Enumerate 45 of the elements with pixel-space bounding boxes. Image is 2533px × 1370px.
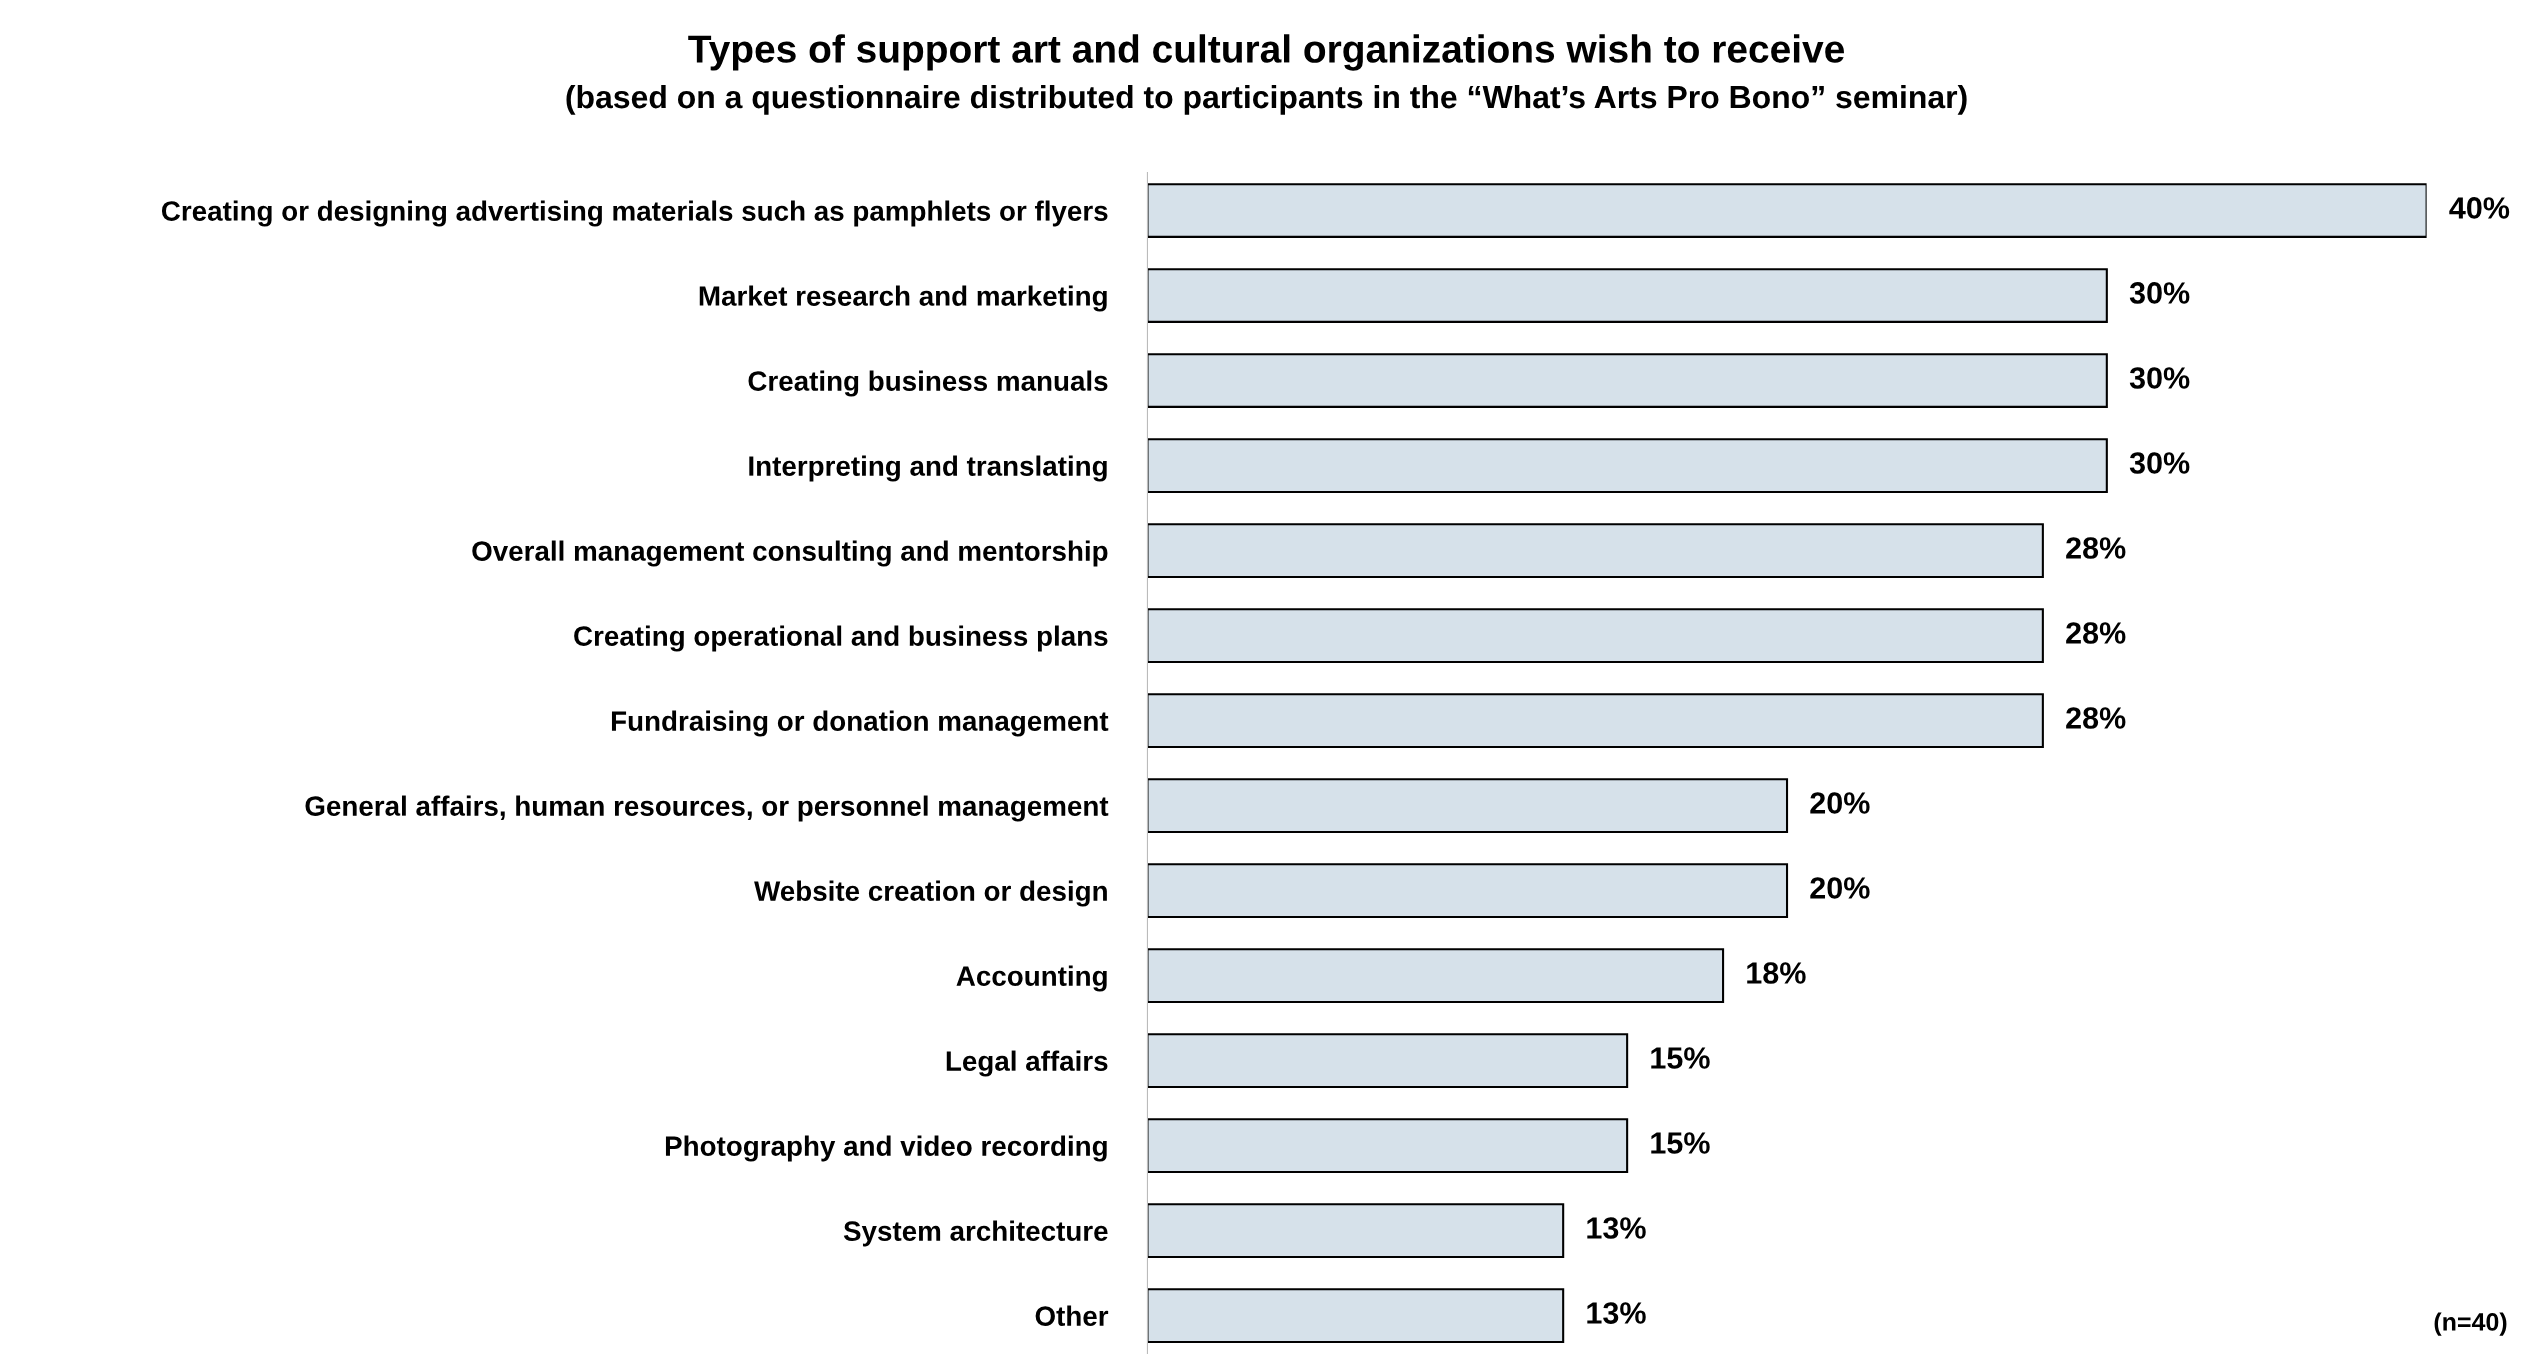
data-label: 15%	[1651, 1132, 1710, 1154]
text: (n=40)	[2434, 1312, 2507, 1336]
y-tick-label: Other	[1035, 1305, 1109, 1326]
y-tick-label: Website creation or design	[754, 880, 1107, 907]
data-label: 28%	[2066, 622, 2126, 644]
y-tick-label: Creating business manuals	[748, 370, 1108, 397]
data-label: 13%	[1587, 1217, 1646, 1239]
data-label: 13%	[1587, 1302, 1646, 1324]
data-label: 28%	[2066, 707, 2126, 729]
bar	[1147, 1033, 1629, 1088]
bar	[1147, 1118, 1629, 1174]
data-label: 20%	[1810, 877, 1870, 899]
bar	[1147, 268, 2108, 323]
data-label: 30%	[2129, 367, 2190, 389]
y-tick-label: Interpreting and translating	[749, 455, 1107, 482]
bar	[1147, 863, 1789, 918]
bar	[1147, 693, 2044, 748]
y-tick-label: Creating operational and business plans	[574, 625, 1108, 652]
bar	[1147, 608, 2044, 663]
y-tick-label: Overall management consulting and mentorship	[472, 540, 1108, 567]
y-tick-label: Photography and video recording	[665, 1135, 1107, 1162]
bar	[1147, 353, 2108, 408]
chart-title: Types of support art and cultural organizations wish to receive	[688, 34, 1844, 71]
y-tick-label: General affairs, human resources, or personnel management	[305, 795, 1109, 822]
data-label: 40%	[2449, 197, 2510, 219]
y-tick-label: System architecture	[843, 1220, 1108, 1247]
data-label: 18%	[1747, 962, 1806, 984]
data-label: 15%	[1651, 1047, 1710, 1069]
y-tick-label: Creating or designing advertising materials such as pamphlets or flyers	[161, 200, 1108, 227]
data-label: 30%	[2129, 282, 2190, 304]
y-tick-label: Legal affairs	[946, 1050, 1108, 1077]
y-tick-label: Fundraising or donation management	[611, 710, 1109, 737]
bar	[1147, 183, 2427, 238]
y-tick-label: Accounting	[956, 965, 1107, 992]
data-label: 30%	[2129, 452, 2190, 474]
bar	[1147, 778, 1789, 833]
bar	[1147, 438, 2108, 493]
chart-subtitle: (based on a questionnaire distributed to participants in the “What’s Arts Pro Bono” seminar)	[566, 84, 1967, 115]
bar	[1147, 948, 1725, 1003]
data-label: 28%	[2066, 537, 2126, 559]
y-tick-label: Market research and marketing	[699, 285, 1107, 312]
bar	[1147, 1288, 1565, 1344]
data-label: 20%	[1810, 792, 1870, 814]
bar	[1147, 523, 2044, 578]
bar	[1147, 1203, 1565, 1259]
